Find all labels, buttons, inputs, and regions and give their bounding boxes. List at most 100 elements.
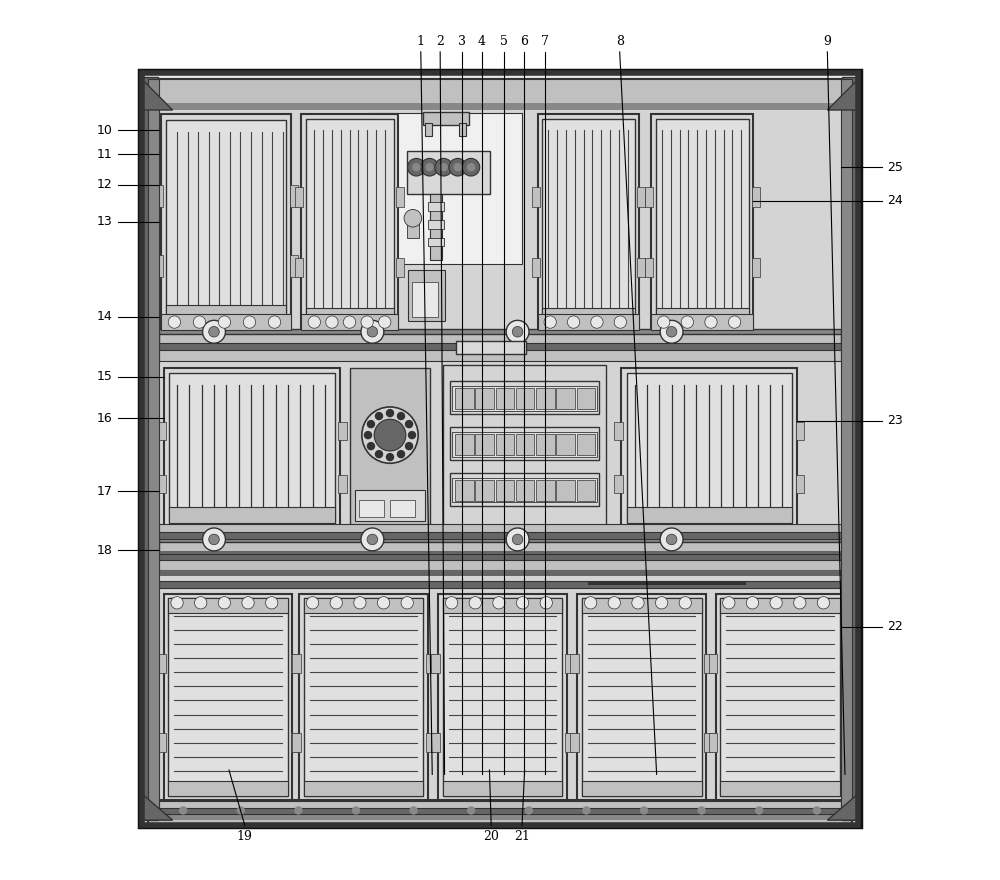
Circle shape (583, 807, 590, 814)
Circle shape (454, 164, 461, 171)
Bar (306, 308, 394, 326)
Circle shape (445, 597, 458, 609)
Bar (720, 781, 840, 796)
Bar (842, 654, 851, 673)
Circle shape (469, 597, 481, 609)
Circle shape (397, 413, 405, 420)
Bar (291, 733, 299, 752)
Bar (407, 151, 490, 194)
Circle shape (608, 597, 620, 609)
Bar (159, 554, 841, 814)
Circle shape (377, 597, 390, 609)
Circle shape (361, 528, 384, 551)
Bar (438, 594, 567, 801)
Bar (651, 314, 753, 330)
Bar (139, 70, 861, 827)
Bar (796, 422, 804, 440)
Bar (565, 733, 574, 752)
Circle shape (375, 451, 383, 458)
Circle shape (705, 316, 717, 328)
Bar (428, 238, 444, 246)
Bar (716, 594, 844, 801)
Bar (412, 282, 438, 317)
Bar (359, 500, 384, 517)
Bar (396, 187, 404, 207)
Bar (164, 594, 292, 801)
Bar (407, 220, 419, 238)
Bar (159, 570, 841, 576)
Circle shape (401, 597, 413, 609)
Bar (556, 434, 575, 455)
Circle shape (268, 316, 281, 328)
Circle shape (435, 158, 452, 176)
Bar (450, 427, 599, 460)
Bar (355, 490, 425, 521)
Circle shape (591, 316, 603, 328)
Bar (443, 781, 562, 796)
Circle shape (756, 807, 763, 814)
Text: 14: 14 (97, 311, 113, 323)
Bar (290, 185, 298, 207)
Text: 20: 20 (483, 830, 499, 842)
Text: 4: 4 (478, 35, 486, 48)
Bar (720, 598, 840, 796)
Bar (536, 434, 555, 455)
Circle shape (723, 597, 735, 609)
Circle shape (209, 534, 219, 545)
Bar (154, 255, 163, 277)
Circle shape (681, 316, 693, 328)
Bar (148, 815, 852, 820)
Bar (570, 733, 579, 752)
Bar (161, 314, 291, 330)
Circle shape (614, 316, 626, 328)
Bar (450, 473, 599, 506)
Circle shape (367, 534, 378, 545)
Bar (645, 187, 653, 207)
Bar (709, 654, 717, 673)
Bar (542, 119, 635, 326)
Text: 13: 13 (97, 216, 113, 228)
Bar (292, 654, 301, 673)
Circle shape (379, 316, 391, 328)
Circle shape (632, 597, 644, 609)
Bar (516, 480, 534, 501)
Text: 7: 7 (541, 35, 549, 48)
Text: 1: 1 (417, 35, 425, 48)
Bar (627, 373, 792, 523)
Bar (157, 475, 166, 493)
Circle shape (386, 453, 394, 460)
Bar (621, 368, 797, 528)
Bar (157, 733, 166, 752)
Bar (154, 185, 163, 207)
Bar (536, 480, 555, 501)
Circle shape (354, 597, 366, 609)
Circle shape (408, 431, 416, 438)
Bar (842, 733, 851, 752)
Text: 18: 18 (97, 544, 113, 556)
Bar (455, 480, 474, 501)
Text: 21: 21 (514, 830, 530, 842)
Circle shape (440, 164, 447, 171)
Bar (304, 781, 423, 796)
Circle shape (367, 326, 378, 337)
Text: 8: 8 (616, 35, 624, 48)
Bar (159, 803, 841, 814)
Circle shape (506, 320, 529, 343)
Bar (496, 388, 514, 409)
Bar (425, 123, 432, 136)
Bar (408, 270, 445, 321)
Circle shape (374, 419, 406, 451)
Circle shape (364, 431, 372, 438)
Polygon shape (142, 79, 173, 110)
Bar (582, 598, 702, 613)
Circle shape (203, 320, 225, 343)
Bar (166, 120, 286, 325)
Circle shape (655, 597, 668, 609)
Circle shape (406, 443, 413, 450)
Circle shape (525, 807, 532, 814)
Bar (159, 542, 841, 553)
Bar (301, 314, 398, 330)
Polygon shape (827, 79, 858, 110)
Text: 5: 5 (500, 35, 508, 48)
Circle shape (237, 807, 244, 814)
